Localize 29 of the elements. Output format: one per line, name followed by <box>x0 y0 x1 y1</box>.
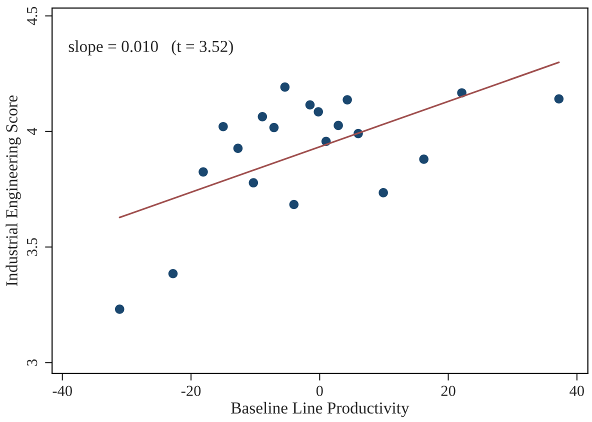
point <box>334 120 343 130</box>
x-tick-label: -40 <box>52 386 72 396</box>
point <box>305 100 315 110</box>
point <box>419 154 429 164</box>
point <box>218 122 228 132</box>
point <box>342 95 352 104</box>
x-tick-label: 20 <box>441 386 456 396</box>
y-tick-label: 3 <box>26 359 38 366</box>
point <box>289 200 299 210</box>
y-tick-label: 4.5 <box>26 6 38 26</box>
y-tick-label: 3.5 <box>26 238 38 256</box>
x-tick-label: -20 <box>181 386 201 396</box>
annotation: slope = 0.010 (t = 3.52) <box>68 40 233 56</box>
point <box>248 178 258 188</box>
y-tick-label: 4 <box>26 128 38 135</box>
y-axis-title: Industrial Engineering Score <box>6 96 21 286</box>
point <box>554 94 564 104</box>
x-axis-title: Baseline Line Productivity <box>231 402 410 418</box>
point <box>168 268 178 278</box>
point <box>233 144 243 153</box>
point <box>269 122 279 132</box>
point <box>314 107 324 116</box>
point <box>378 188 388 198</box>
point <box>258 112 268 122</box>
point <box>198 167 208 177</box>
point <box>280 82 290 92</box>
point <box>114 304 124 314</box>
x-tick-label: 0 <box>316 386 323 396</box>
x-tick-label: 40 <box>570 386 584 396</box>
